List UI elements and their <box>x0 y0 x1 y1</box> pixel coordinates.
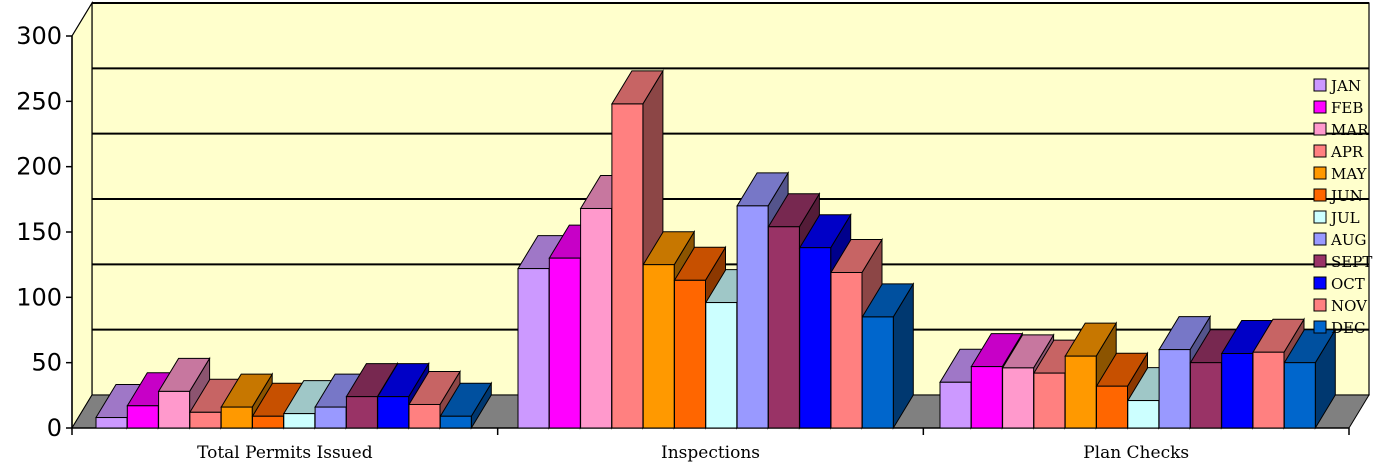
bar-may-2 <box>1064 355 1097 429</box>
y-tick-label: 0 <box>47 414 62 442</box>
bar-jan-0 <box>95 417 128 429</box>
legend-label-feb: FEB <box>1331 99 1363 117</box>
bar-jan-2 <box>939 381 972 429</box>
bar-nov-0 <box>408 403 441 429</box>
x-category-label: Inspections <box>661 443 760 463</box>
bar-sept-0 <box>345 396 378 429</box>
legend-label-jan: JAN <box>1329 77 1361 95</box>
bar-mar-2 <box>1002 367 1035 429</box>
bar-jul-1 <box>705 302 738 429</box>
bar-mar-0 <box>158 390 191 429</box>
legend-swatch-mar <box>1313 122 1327 136</box>
bar-aug-1 <box>736 205 769 429</box>
y-tick-label: 100 <box>16 283 62 311</box>
legend-swatch-oct <box>1313 276 1327 290</box>
legend-swatch-apr <box>1313 144 1327 158</box>
legend-swatch-may <box>1313 166 1327 180</box>
bar-dec-2 <box>1283 362 1316 429</box>
legend-swatch-dec <box>1313 320 1327 334</box>
bar-apr-0 <box>189 411 222 429</box>
bar-may-0 <box>220 406 253 429</box>
legend-label-may: MAY <box>1331 165 1368 183</box>
bar-jan-1 <box>517 268 550 429</box>
bar-feb-0 <box>126 405 159 429</box>
bar-nov-2 <box>1252 351 1285 429</box>
legend-swatch-jun <box>1313 188 1327 202</box>
bar-apr-2 <box>1033 372 1066 429</box>
legend-swatch-jul <box>1313 210 1327 224</box>
bar-jun-0 <box>252 415 284 429</box>
legend-label-jul: JUL <box>1329 209 1360 227</box>
bar-oct-1 <box>799 247 832 429</box>
bar-jun-1 <box>674 279 706 429</box>
legend-swatch-nov <box>1313 298 1327 312</box>
bar-sept-2 <box>1189 362 1222 429</box>
legend-label-dec: DEC <box>1331 319 1365 337</box>
y-tick-label: 50 <box>31 349 62 377</box>
y-tick-label: 150 <box>16 218 62 246</box>
chart-side-wall <box>71 0 93 431</box>
bar-jul-0 <box>283 413 316 429</box>
legend-label-nov: NOV <box>1331 297 1368 315</box>
bar-sept-1 <box>767 226 800 429</box>
bar-aug-0 <box>314 406 347 429</box>
bar-jun-2 <box>1096 385 1128 429</box>
y-tick-label: 300 <box>16 22 62 50</box>
legend-swatch-feb <box>1313 100 1327 114</box>
bar-mar-1 <box>580 207 613 429</box>
bar-dec-1 <box>861 316 894 429</box>
x-category-label: Total Permits Issued <box>197 443 373 463</box>
bar-oct-0 <box>377 396 410 429</box>
bar-feb-2 <box>970 366 1003 429</box>
legend-label-mar: MAR <box>1331 121 1369 139</box>
legend-label-aug: AUG <box>1330 231 1366 249</box>
legend-label-oct: OCT <box>1331 275 1365 293</box>
bar-jul-2 <box>1127 400 1160 429</box>
legend-swatch-sept <box>1313 254 1327 268</box>
bar-may-1 <box>642 264 675 429</box>
legend-swatch-aug <box>1313 232 1327 246</box>
legend-swatch-jan <box>1313 78 1327 92</box>
bar-feb-1 <box>548 257 581 429</box>
y-tick-label: 250 <box>16 87 62 115</box>
bar-dec-0 <box>439 415 472 429</box>
legend-label-apr: APR <box>1330 143 1364 161</box>
bar-nov-1 <box>830 272 863 429</box>
legend-label-jun: JUN <box>1329 187 1363 205</box>
y-tick-label: 200 <box>16 153 62 181</box>
bar-oct-2 <box>1221 353 1254 429</box>
legend-label-sept: SEPT <box>1331 253 1372 271</box>
bar-aug-2 <box>1158 349 1191 429</box>
x-category-label: Plan Checks <box>1083 443 1189 463</box>
bar-apr-1 <box>611 103 644 429</box>
